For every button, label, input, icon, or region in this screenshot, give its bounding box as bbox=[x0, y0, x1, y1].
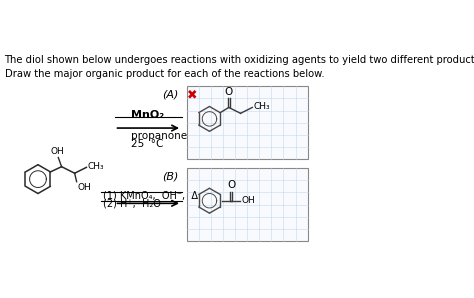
Bar bbox=[187, 86, 308, 159]
Text: OH: OH bbox=[242, 196, 255, 205]
Text: (A): (A) bbox=[162, 89, 179, 100]
Text: 25  °C: 25 °C bbox=[131, 139, 163, 149]
Text: O: O bbox=[225, 87, 233, 97]
Text: ✖: ✖ bbox=[187, 88, 198, 101]
Text: (2) H⁺,  H₂O: (2) H⁺, H₂O bbox=[103, 199, 161, 209]
Text: CH₃: CH₃ bbox=[88, 162, 104, 171]
Text: (1) KMnO₄,  OH⁻,  Δ: (1) KMnO₄, OH⁻, Δ bbox=[103, 190, 198, 200]
Text: OH: OH bbox=[77, 183, 91, 192]
Text: The diol shown below undergoes reactions with oxidizing agents to yield two diff: The diol shown below undergoes reactions… bbox=[5, 55, 474, 79]
Text: MnO₂: MnO₂ bbox=[131, 110, 164, 120]
Bar bbox=[187, 168, 308, 241]
Text: CH₃: CH₃ bbox=[254, 102, 270, 111]
Text: OH: OH bbox=[50, 147, 64, 156]
Text: (B): (B) bbox=[162, 171, 179, 181]
Text: O: O bbox=[227, 180, 235, 190]
Text: propanone: propanone bbox=[131, 131, 187, 141]
